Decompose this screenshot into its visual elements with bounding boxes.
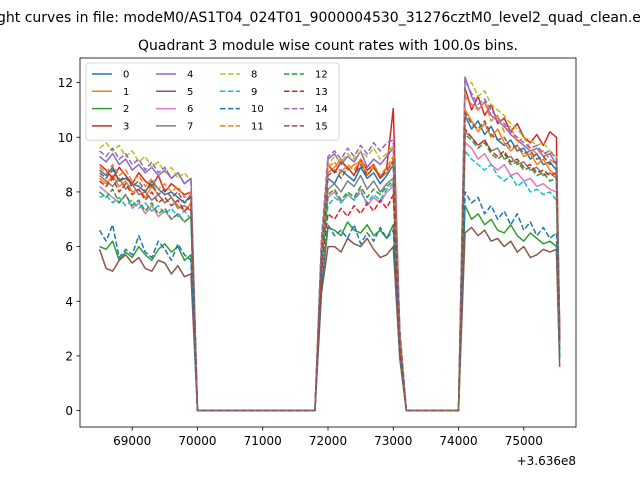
legend-label-9: 9 <box>251 87 257 98</box>
legend-label-13: 13 <box>315 87 328 98</box>
x-tick-label: 74000 <box>439 434 477 448</box>
legend-label-11: 11 <box>251 121 264 132</box>
x-tick-label: 71000 <box>244 434 282 448</box>
series-line-11 <box>99 95 561 412</box>
legend-label-1: 1 <box>123 87 129 98</box>
y-tick-label: 8 <box>65 185 73 199</box>
x-tick-label: 69000 <box>113 434 151 448</box>
x-tick-label: 75000 <box>505 434 543 448</box>
series-line-5 <box>98 226 561 412</box>
series-line-1 <box>99 109 561 412</box>
series-line-12 <box>99 133 561 412</box>
plot-area <box>98 76 561 412</box>
y-tick-label: 6 <box>65 240 73 254</box>
legend-label-15: 15 <box>315 121 328 132</box>
x-tick-label: 72000 <box>309 434 347 448</box>
y-tick-label: 0 <box>65 404 73 418</box>
figure-suptitle: Light curves in file: modeM0/AS1T04_024T… <box>0 10 640 26</box>
series-line-9 <box>99 150 561 412</box>
y-axis: 0 2 4 6 8 10 12 <box>58 76 80 418</box>
y-tick-label: 10 <box>58 131 73 145</box>
legend-label-4: 4 <box>187 70 193 81</box>
legend-label-3: 3 <box>123 121 129 132</box>
series-line-8 <box>99 81 561 412</box>
legend-label-12: 12 <box>315 70 328 81</box>
series-line-14 <box>99 79 561 412</box>
legend-label-2: 2 <box>123 104 129 115</box>
series-line-6 <box>99 141 561 412</box>
legend-label-14: 14 <box>315 104 328 115</box>
series-line-13 <box>99 128 561 412</box>
legend-label-10: 10 <box>251 104 264 115</box>
legend-box <box>85 62 340 141</box>
chart-title: Quadrant 3 module wise count rates with … <box>138 38 518 54</box>
legend-label-5: 5 <box>187 87 193 98</box>
series-line-0 <box>99 114 561 412</box>
series-line-15 <box>99 111 561 412</box>
y-tick-label: 4 <box>65 295 73 309</box>
y-tick-label: 12 <box>58 76 73 90</box>
x-tick-label: 70000 <box>178 434 216 448</box>
legend-label-7: 7 <box>187 121 193 132</box>
series-line-2 <box>99 204 561 412</box>
x-tick-label: 73000 <box>374 434 412 448</box>
legend-label-6: 6 <box>187 104 193 115</box>
y-tick-label: 2 <box>65 349 73 363</box>
x-axis: 69000 70000 71000 72000 73000 74000 75000 <box>113 427 543 448</box>
legend-label-8: 8 <box>251 70 257 81</box>
x-offset-label: +3.636e8 <box>517 454 576 468</box>
series-line-10 <box>98 191 561 412</box>
legend-label-0: 0 <box>123 70 129 81</box>
